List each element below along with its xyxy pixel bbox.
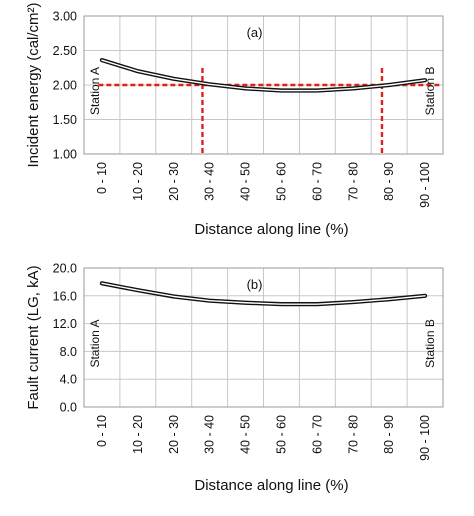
- x-tick-label: 60 - 70: [310, 162, 324, 201]
- y-tick-label: 1.00: [53, 148, 77, 162]
- y-tick-label: 3.00: [53, 10, 77, 24]
- y-tick-label: 1.50: [53, 113, 77, 127]
- x-tick-label: 70 - 80: [346, 162, 360, 201]
- y-tick-label: 2.00: [53, 79, 77, 93]
- series-line-inner: [101, 282, 426, 305]
- x-tick-label: 20 - 30: [167, 162, 181, 201]
- x-tick-label: 20 - 30: [167, 415, 181, 454]
- station-b-label: Station B: [423, 67, 437, 116]
- x-tick-label: 10 - 20: [131, 162, 145, 201]
- panel-label: (a): [247, 25, 263, 40]
- y-tick-label: 2.50: [53, 44, 77, 58]
- y-tick-label: 16.0: [53, 289, 77, 303]
- chart-panel-b: 0.0 4.0 8.0 12.0 16.0 20.0 0 - 10 10 - 20 20 - 3…: [25, 262, 444, 494]
- x-tick-label: 40 - 50: [239, 415, 253, 454]
- x-tick-label: 90 - 100: [418, 162, 432, 208]
- x-tick-label: 50 - 60: [274, 162, 288, 201]
- series-line-inner: [101, 59, 426, 92]
- x-axis-title: Distance along line (%): [194, 221, 348, 238]
- panel-label: (b): [247, 277, 263, 292]
- y-tick-label: 8.0: [60, 345, 77, 359]
- x-tick-label: 80 - 90: [382, 162, 396, 201]
- y-tick-label: 4.0: [60, 373, 77, 387]
- chart-panel-a: 1.00 1.50 2.00 2.50 3.00 0 - 10 10 - 20 20 - 30…: [25, 2, 444, 238]
- x-tick-label: 30 - 40: [203, 415, 217, 454]
- y-axis-title: Fault current (LG, kA): [25, 265, 42, 409]
- x-tick-label: 10 - 20: [131, 415, 145, 454]
- x-tick-label: 30 - 40: [203, 162, 217, 201]
- plot-area: [83, 267, 444, 408]
- x-tick-label: 90 - 100: [418, 415, 432, 461]
- station-a-label: Station A: [88, 67, 102, 115]
- y-tick-label: 12.0: [53, 317, 77, 331]
- x-axis-title: Distance along line (%): [194, 477, 348, 494]
- x-tick-label: 80 - 90: [382, 415, 396, 454]
- x-tick-label: 70 - 80: [346, 415, 360, 454]
- plot-area: [83, 15, 444, 155]
- y-axis-title: Incident energy (cal/cm²): [25, 2, 42, 167]
- y-tick-label: 20.0: [53, 262, 77, 276]
- y-tick-label: 0.0: [60, 401, 77, 415]
- x-tick-label: 0 - 10: [95, 162, 109, 194]
- x-tick-label: 0 - 10: [95, 415, 109, 447]
- station-b-label: Station B: [423, 319, 437, 368]
- station-a-label: Station A: [88, 319, 102, 367]
- x-tick-label: 50 - 60: [274, 415, 288, 454]
- x-tick-label: 40 - 50: [239, 162, 253, 201]
- x-tick-label: 60 - 70: [310, 415, 324, 454]
